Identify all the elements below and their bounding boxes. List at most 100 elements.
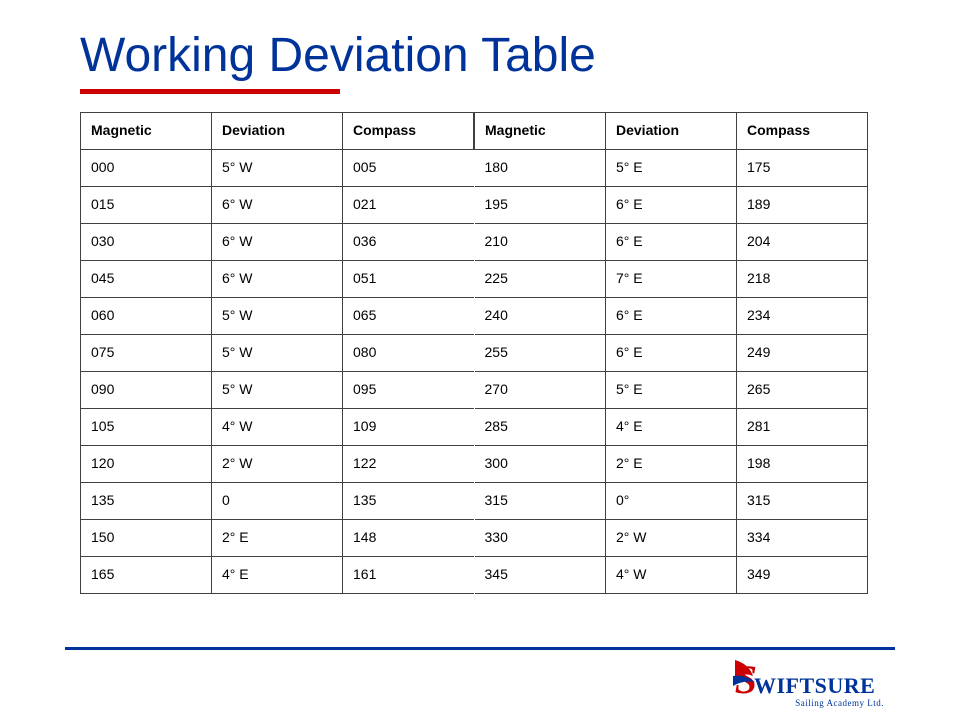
table-row: 1502° E148 [81, 519, 474, 556]
table-cell: 5° W [212, 334, 343, 371]
table-cell: 6° E [606, 223, 737, 260]
table-cell: 036 [343, 223, 474, 260]
table-cell: 090 [81, 371, 212, 408]
table-cell: 349 [737, 556, 868, 593]
table-row: 2854° E281 [475, 408, 868, 445]
table-cell: 0° [606, 482, 737, 519]
slide: Working Deviation Table Magnetic Deviati… [0, 0, 960, 720]
table-cell: 6° E [606, 297, 737, 334]
table-row: 1805° E175 [475, 149, 868, 186]
table-cell: 5° E [606, 149, 737, 186]
table-cell: 122 [343, 445, 474, 482]
table-cell: 255 [475, 334, 606, 371]
col-compass: Compass [737, 112, 868, 149]
tables-row: Magnetic Deviation Compass 0005° W005015… [80, 112, 960, 594]
table-cell: 5° E [606, 371, 737, 408]
table-cell: 2° W [606, 519, 737, 556]
table-cell: 234 [737, 297, 868, 334]
table-cell: 270 [475, 371, 606, 408]
table-row: 0005° W005 [81, 149, 474, 186]
table-cell: 015 [81, 186, 212, 223]
table-cell: 095 [343, 371, 474, 408]
table-cell: 2° E [212, 519, 343, 556]
table-cell: 4° W [212, 408, 343, 445]
table-left-head: Magnetic Deviation Compass [81, 112, 474, 149]
table-cell: 109 [343, 408, 474, 445]
table-cell: 300 [475, 445, 606, 482]
table-cell: 204 [737, 223, 868, 260]
table-cell: 4° E [606, 408, 737, 445]
table-cell: 281 [737, 408, 868, 445]
table-cell: 334 [737, 519, 868, 556]
table-row: 2257° E218 [475, 260, 868, 297]
table-cell: 5° W [212, 149, 343, 186]
table-cell: 4° E [212, 556, 343, 593]
table-row: 1202° W122 [81, 445, 474, 482]
table-cell: 175 [737, 149, 868, 186]
table-cell: 051 [343, 260, 474, 297]
table-cell: 210 [475, 223, 606, 260]
deviation-table-right: Magnetic Deviation Compass 1805° E175195… [474, 112, 868, 594]
table-cell: 218 [737, 260, 868, 297]
table-row: 2705° E265 [475, 371, 868, 408]
table-cell: 0 [212, 482, 343, 519]
table-cell: 7° E [606, 260, 737, 297]
table-cell: 005 [343, 149, 474, 186]
col-magnetic: Magnetic [475, 112, 606, 149]
table-cell: 021 [343, 186, 474, 223]
table-cell: 265 [737, 371, 868, 408]
table-row: 1956° E189 [475, 186, 868, 223]
table-row: 0456° W051 [81, 260, 474, 297]
table-cell: 120 [81, 445, 212, 482]
table-row: 2556° E249 [475, 334, 868, 371]
table-cell: 180 [475, 149, 606, 186]
table-row: 0905° W095 [81, 371, 474, 408]
title-wrap: Working Deviation Table [0, 0, 960, 83]
table-cell: 030 [81, 223, 212, 260]
table-right-head: Magnetic Deviation Compass [475, 112, 868, 149]
table-cell: 6° W [212, 186, 343, 223]
brand-logo: SWIFTSURE Sailing Academy Ltd. [720, 660, 890, 708]
col-magnetic: Magnetic [81, 112, 212, 149]
table-row: 3002° E198 [475, 445, 868, 482]
table-cell: 150 [81, 519, 212, 556]
table-cell: 189 [737, 186, 868, 223]
table-row: 1654° E161 [81, 556, 474, 593]
footer-rule [65, 647, 895, 650]
table-cell: 075 [81, 334, 212, 371]
table-cell: 6° W [212, 260, 343, 297]
table-cell: 135 [81, 482, 212, 519]
logo-rest: WIFTSURE [754, 673, 875, 698]
table-cell: 105 [81, 408, 212, 445]
table-row: 0156° W021 [81, 186, 474, 223]
table-cell: 198 [737, 445, 868, 482]
table-cell: 345 [475, 556, 606, 593]
table-cell: 240 [475, 297, 606, 334]
table-cell: 225 [475, 260, 606, 297]
table-row: 1350135 [81, 482, 474, 519]
table-cell: 080 [343, 334, 474, 371]
table-cell: 2° W [212, 445, 343, 482]
table-row: 0755° W080 [81, 334, 474, 371]
table-row: 3150°315 [475, 482, 868, 519]
table-cell: 4° W [606, 556, 737, 593]
table-cell: 6° E [606, 186, 737, 223]
table-cell: 249 [737, 334, 868, 371]
table-cell: 5° W [212, 297, 343, 334]
table-cell: 045 [81, 260, 212, 297]
table-right-body: 1805° E1751956° E1892106° E2042257° E218… [475, 149, 868, 593]
table-cell: 5° W [212, 371, 343, 408]
table-row: 3454° W349 [475, 556, 868, 593]
col-compass: Compass [343, 112, 474, 149]
table-cell: 135 [343, 482, 474, 519]
table-cell: 2° E [606, 445, 737, 482]
title-underline [80, 89, 340, 94]
table-row: 2406° E234 [475, 297, 868, 334]
table-row: 2106° E204 [475, 223, 868, 260]
table-row: 0605° W065 [81, 297, 474, 334]
table-cell: 6° W [212, 223, 343, 260]
table-cell: 285 [475, 408, 606, 445]
table-cell: 195 [475, 186, 606, 223]
logo-main: SWIFTSURE [735, 660, 876, 700]
table-cell: 161 [343, 556, 474, 593]
